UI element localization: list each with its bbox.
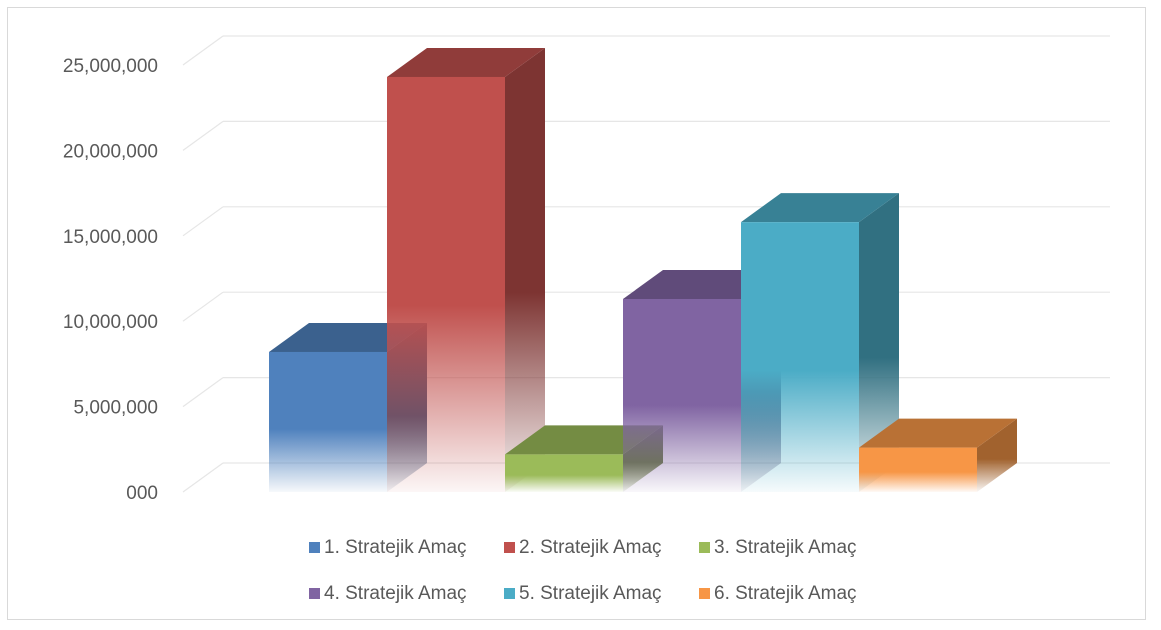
legend-item-2: 2. Stratejik Amaç <box>504 537 662 558</box>
bar-front <box>623 298 741 492</box>
chart-frame: 000 5,000,000 10,000,000 15,000,000 20,000,0… <box>7 7 1146 620</box>
legend-swatch <box>309 542 320 553</box>
legend-item-5: 5. Stratejik Amaç <box>504 583 662 604</box>
bar-top <box>859 418 1017 448</box>
legend-item-4: 4. Stratejik Amaç <box>309 583 467 604</box>
legend-swatch <box>699 588 710 599</box>
y-tick-label: 5,000,000 <box>73 398 158 419</box>
y-tick-label: 25,000,000 <box>63 56 158 77</box>
bar-chart: 000 5,000,000 10,000,000 15,000,000 20,000,0… <box>63 35 1110 604</box>
bar-front <box>387 76 505 493</box>
gridline-depth <box>182 206 224 237</box>
bar-side <box>505 47 545 493</box>
bar-6 <box>859 418 1017 492</box>
gridline-depth <box>182 462 224 493</box>
bars <box>269 47 1017 493</box>
legend-swatch <box>309 588 320 599</box>
y-tick-label: 10,000,000 <box>63 312 158 333</box>
bar-5 <box>741 193 899 493</box>
bar-side <box>859 193 899 493</box>
legend-swatch <box>504 588 515 599</box>
legend-swatch <box>504 542 515 553</box>
legend: 1. Stratejik Amaç 2. Stratejik Amaç 3. Str… <box>309 537 857 604</box>
bar-2 <box>387 47 545 493</box>
bar-side <box>977 418 1017 492</box>
y-tick-label: 15,000,000 <box>63 227 158 248</box>
bar-front <box>741 222 859 493</box>
gridline-depth <box>182 120 224 151</box>
gridline-depth <box>182 377 224 408</box>
bar-front <box>505 454 623 492</box>
legend-label: 3. Stratejik Amaç <box>714 537 857 558</box>
legend-item-3: 3. Stratejik Amaç <box>699 537 857 558</box>
bar-front <box>859 447 977 492</box>
legend-item-6: 6. Stratejik Amaç <box>699 583 857 604</box>
legend-swatch <box>699 542 710 553</box>
legend-label: 4. Stratejik Amaç <box>324 583 467 604</box>
bar-top <box>387 47 545 77</box>
legend-label: 6. Stratejik Amaç <box>714 583 857 604</box>
legend-item-1: 1. Stratejik Amaç <box>309 537 467 558</box>
gridline-depth <box>182 35 224 66</box>
legend-label: 1. Stratejik Amaç <box>324 537 467 558</box>
legend-label: 5. Stratejik Amaç <box>519 583 662 604</box>
bar-top <box>741 193 899 223</box>
legend-label: 2. Stratejik Amaç <box>519 537 662 558</box>
gridline-depth <box>182 291 224 322</box>
bar-front <box>269 351 387 492</box>
y-tick-label: 000 <box>126 483 158 504</box>
y-axis-ticks: 000 5,000,000 10,000,000 15,000,000 20,000,0… <box>63 56 158 504</box>
y-tick-label: 20,000,000 <box>63 141 158 162</box>
